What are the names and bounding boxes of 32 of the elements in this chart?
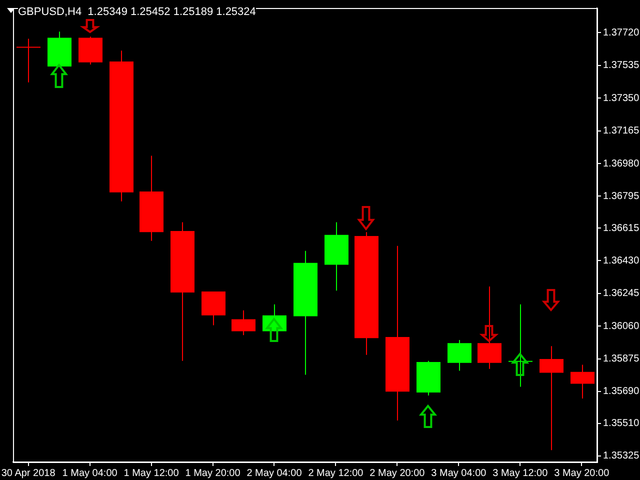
x-tick-label: 1 May 12:00: [124, 468, 180, 479]
x-tick-label: 30 Apr 2018: [1, 468, 56, 479]
y-tick-label: 1.37350: [603, 92, 640, 104]
y-tick-label: 1.37720: [603, 27, 640, 38]
candlestick: [16, 38, 40, 83]
x-tick-label: 1 May 04:00: [62, 468, 118, 479]
x-tick-label: 2 May 04:00: [246, 468, 302, 479]
candlestick: [448, 340, 472, 372]
y-tick-label: 1.36980: [603, 158, 640, 170]
x-tick-label: 2 May 12:00: [308, 468, 364, 479]
candlestick: [232, 310, 256, 336]
x-tick-label: 3 May 20:00: [554, 468, 610, 479]
chart-title: GBPUSD,H4 1.25349 1.25452 1.25189 1.25324: [18, 6, 256, 18]
x-tick-label: 3 May 12:00: [492, 468, 548, 479]
x-tick-label: 3 May 04:00: [431, 468, 487, 479]
y-tick-label: 1.36060: [603, 320, 640, 332]
y-tick-label: 1.36615: [603, 222, 640, 234]
y-tick-label: 1.35510: [603, 418, 640, 430]
candlestick: [570, 364, 594, 400]
y-tick-label: 1.36430: [603, 255, 640, 266]
y-tick-label: 1.37165: [603, 126, 640, 137]
y-tick-label: 1.35875: [603, 354, 640, 365]
y-tick-label: 1.36245: [603, 288, 640, 300]
x-tick-label: 1 May 20:00: [185, 468, 241, 479]
y-tick-label: 1.36795: [603, 190, 640, 202]
y-tick-label: 1.37535: [603, 60, 640, 72]
y-tick-label: 1.35690: [603, 386, 640, 398]
candlestick: [202, 290, 226, 326]
candlestick: [540, 346, 564, 451]
candlestick: [478, 286, 502, 370]
y-tick-label: 1.35325: [603, 450, 640, 462]
x-tick-label: 2 May 20:00: [370, 468, 426, 479]
